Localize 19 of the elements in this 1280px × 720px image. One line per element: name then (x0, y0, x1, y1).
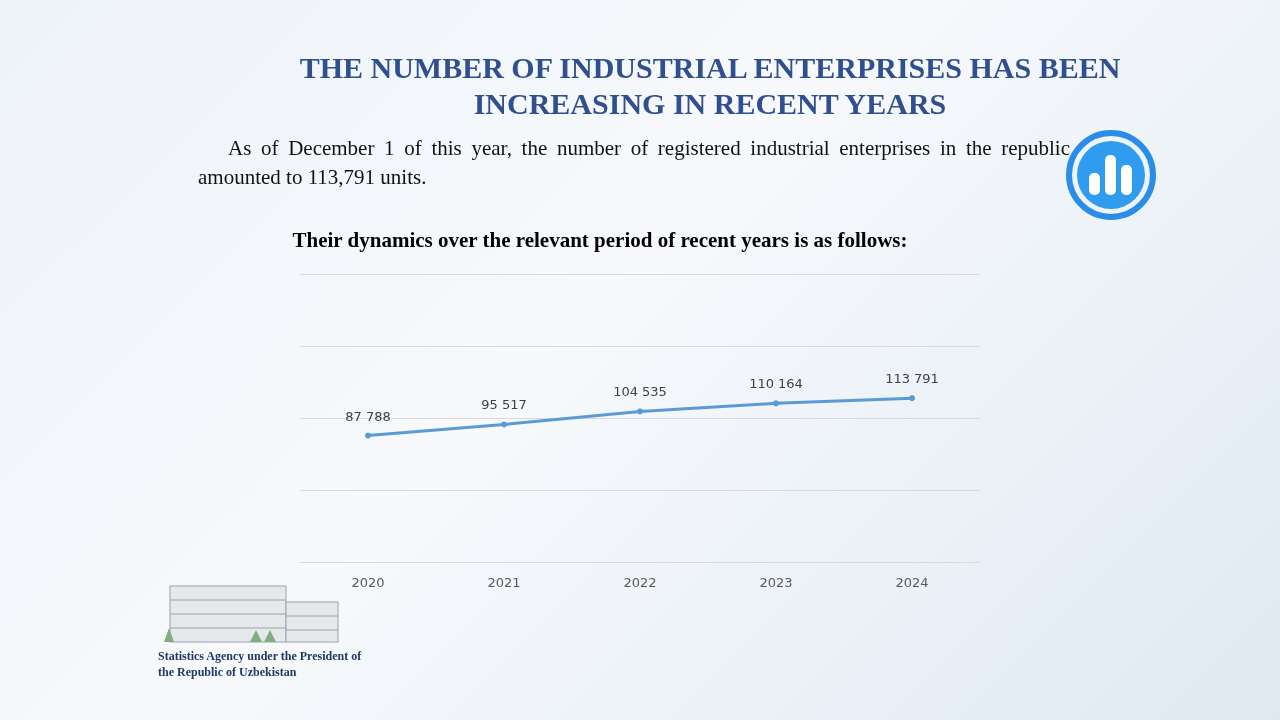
data-label: 113 791 (885, 371, 939, 387)
text: Their dynamics over the relevant period of recent years is as follows: (291, 228, 909, 253)
chart-subtitle: As of December 1 of this year, the number of registered industrial enterprises in the republic amounted to 113,791 units. (198, 135, 1070, 191)
data-label: 87 788 (345, 408, 391, 424)
data-label: 110 164 (749, 376, 803, 392)
data-label: 104 535 (613, 384, 667, 400)
x-tick-label: 2020 (351, 575, 385, 590)
x-tick-label: 2022 (623, 575, 657, 590)
point (365, 432, 371, 439)
x-tick-label: 2021 (487, 575, 521, 590)
point (501, 421, 507, 428)
point (637, 408, 643, 415)
data-label: 95 517 (481, 397, 527, 413)
x-tick-label: 2024 (895, 575, 929, 590)
chart-title: THE NUMBER OF INDUSTRIAL ENTERPRISES HAS BEEN INCREASING IN RECENT YEARS (298, 50, 1122, 122)
x-tick-label: 2023 (759, 575, 793, 590)
text: Statistics Agency under the President of the Republic of Uzbekistan (158, 648, 363, 680)
point (773, 400, 779, 407)
point (909, 395, 915, 402)
